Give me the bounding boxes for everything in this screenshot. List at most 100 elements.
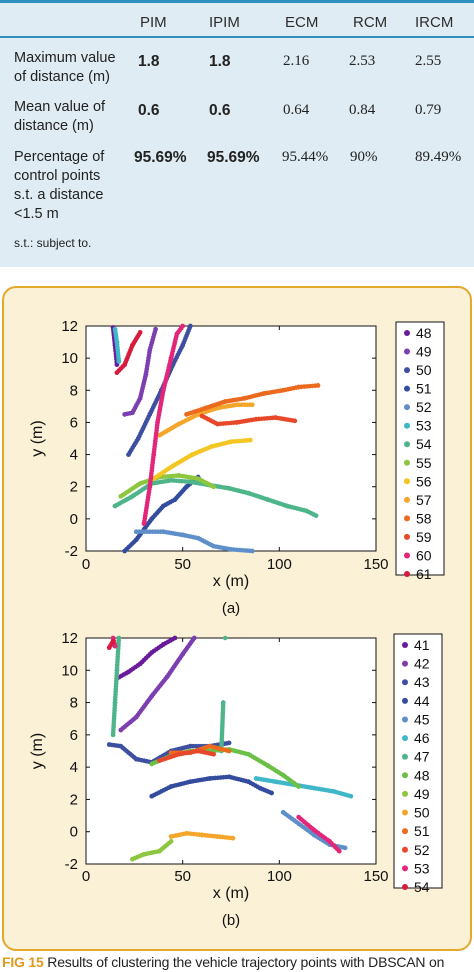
chart-b-series-48-point [296, 784, 301, 789]
cell-mean-ipim: 0.6 [209, 102, 231, 119]
chart-a-series-54-point [168, 477, 174, 483]
chart-b-y-tick-label: 2 [70, 791, 78, 808]
chart-a-series-60-point [155, 420, 160, 425]
chart-a-series-59-point [292, 418, 298, 424]
chart-b-x-tick-label: 0 [82, 868, 90, 885]
chart-b-series-48-point [149, 761, 155, 767]
chart-a-series-53-point [114, 339, 120, 345]
table-footnote: s.t.: subject to. [14, 236, 92, 250]
chart-a-y-tick-label: -2 [65, 543, 78, 560]
row-label-max-distance: Maximum value of distance (m) [14, 50, 116, 85]
chart-a-series-55-point [195, 476, 201, 481]
chart-b-series-53-point [311, 827, 317, 833]
chart-b-legend-marker [402, 660, 408, 667]
chart-b-legend-label: 47 [414, 749, 430, 765]
chart-b-series-49-point [141, 852, 147, 857]
chart-b-series-41-point [161, 642, 166, 647]
chart-b-series-41-point [137, 661, 143, 667]
chart-a-legend [395, 321, 445, 576]
chart-a-series-59-point [234, 420, 240, 425]
chart-b-x-tick-label: 100 [267, 868, 292, 885]
chart-a-legend-label: 52 [416, 399, 432, 415]
chart-b-x-tick-label: 150 [363, 868, 388, 885]
cell-pct-ircm: 89.49% [415, 149, 462, 165]
chart-b-legend-label: 48 [414, 767, 430, 783]
chart-b-series-42-point [191, 635, 197, 641]
chart-b-series-47-point [110, 732, 116, 738]
chart-a-series-56-point [209, 444, 214, 449]
chart-a-legend-marker [404, 515, 410, 522]
cell-mean-ircm: 0.79 [415, 102, 442, 118]
chart-a-series-56-point [228, 439, 234, 445]
chart-b-series-46-point [348, 793, 354, 799]
cell-mean-rcm: 0.84 [349, 102, 376, 118]
cell-max-ecm: 2.16 [283, 53, 310, 69]
chart-b-series-42-point [149, 693, 155, 699]
chart-b-series-41-point [126, 669, 131, 675]
chart-a-panel-label: (a) [222, 600, 240, 617]
chart-a-series-59-point [253, 416, 259, 422]
chart-a-series-51-point [161, 503, 166, 509]
chart-a-series-51-point [172, 497, 178, 502]
header-ipim: IPIM [209, 14, 240, 31]
comparison-table: PIM IPIM ECM RCM IRCM Maximum value of d… [0, 0, 474, 267]
chart-a-legend-marker [404, 348, 410, 355]
chart-a-series-56-point [190, 452, 195, 457]
chart-b-legend-label: 52 [414, 842, 430, 858]
chart-a-series-54-point [188, 479, 193, 485]
chart-b-legend-label: 50 [414, 805, 430, 821]
header-ecm: ECM [285, 14, 319, 31]
cell-max-pim: 1.8 [138, 53, 160, 70]
chart-b-series-42-point [118, 727, 124, 733]
chart-b-series-53-point [112, 643, 118, 649]
chart-a-series-50-point [147, 412, 153, 417]
chart-a-series-61-point [137, 330, 143, 335]
chart-a-series-60-point [161, 387, 166, 393]
chart-b-series-51-point [168, 750, 174, 755]
chart-a-series-53-point [112, 326, 118, 332]
chart-a-series-58-point [261, 391, 267, 396]
chart-b-panel-label: (b) [222, 912, 240, 929]
chart-b-series-46-point [311, 785, 317, 791]
chart-a-series-49-point [122, 412, 127, 417]
chart-a-series-49-point [147, 347, 153, 353]
chart-b-series-44-point [168, 784, 174, 789]
chart-a-series-60-point [180, 323, 185, 329]
chart-a-series-61-point [122, 362, 127, 367]
chart-b-series-46-point [253, 776, 259, 781]
chart-a-legend-label: 60 [416, 547, 432, 563]
chart-a-series-54-point [226, 486, 232, 491]
chart-a-legend-label: 48 [416, 325, 432, 341]
chart-a-series-50-point [180, 342, 185, 348]
chart-a-y-tick-label: 8 [70, 382, 78, 399]
chart-b-legend-label: 49 [414, 786, 430, 802]
chart-b-y-tick-label: -2 [65, 856, 78, 873]
chart-a-series-50-point [135, 436, 141, 441]
chart-b-legend-marker [402, 679, 408, 686]
chart-b-series-53-point [296, 814, 301, 820]
chart-b-series-43-point [188, 743, 193, 749]
chart-a-series-50-point [188, 323, 193, 329]
cell-mean-pim: 0.6 [138, 102, 160, 119]
chart-b-series-50-point [199, 832, 205, 838]
header-rcm: RCM [353, 14, 388, 31]
chart-a-series-51-point [149, 516, 155, 522]
chart-a-series-52-point [195, 535, 201, 541]
chart-a-legend-marker [404, 459, 410, 466]
chart-b-legend-marker [402, 716, 408, 723]
chart-b-series-45-point [280, 810, 286, 815]
chart-a-series-49-point [137, 396, 143, 401]
chart-a-series-52-point [180, 532, 185, 538]
chart-b-y-tick-label: 10 [61, 662, 78, 679]
chart-b-series-48-point [280, 772, 286, 778]
chart-a-legend-label: 49 [416, 344, 432, 360]
chart-b-legend-label: 54 [414, 879, 430, 895]
chart-a-series-59-point [273, 415, 278, 420]
chart-b-series-43-point [106, 742, 112, 747]
chart-b-legend-label: 46 [414, 730, 430, 746]
chart-b-series-44-point [269, 790, 274, 796]
chart-b-series-45-point [311, 832, 317, 838]
chart-a-series-51-point [122, 548, 127, 554]
chart-a-series-60-point [174, 331, 180, 337]
chart-a-series-54-point [313, 513, 319, 518]
